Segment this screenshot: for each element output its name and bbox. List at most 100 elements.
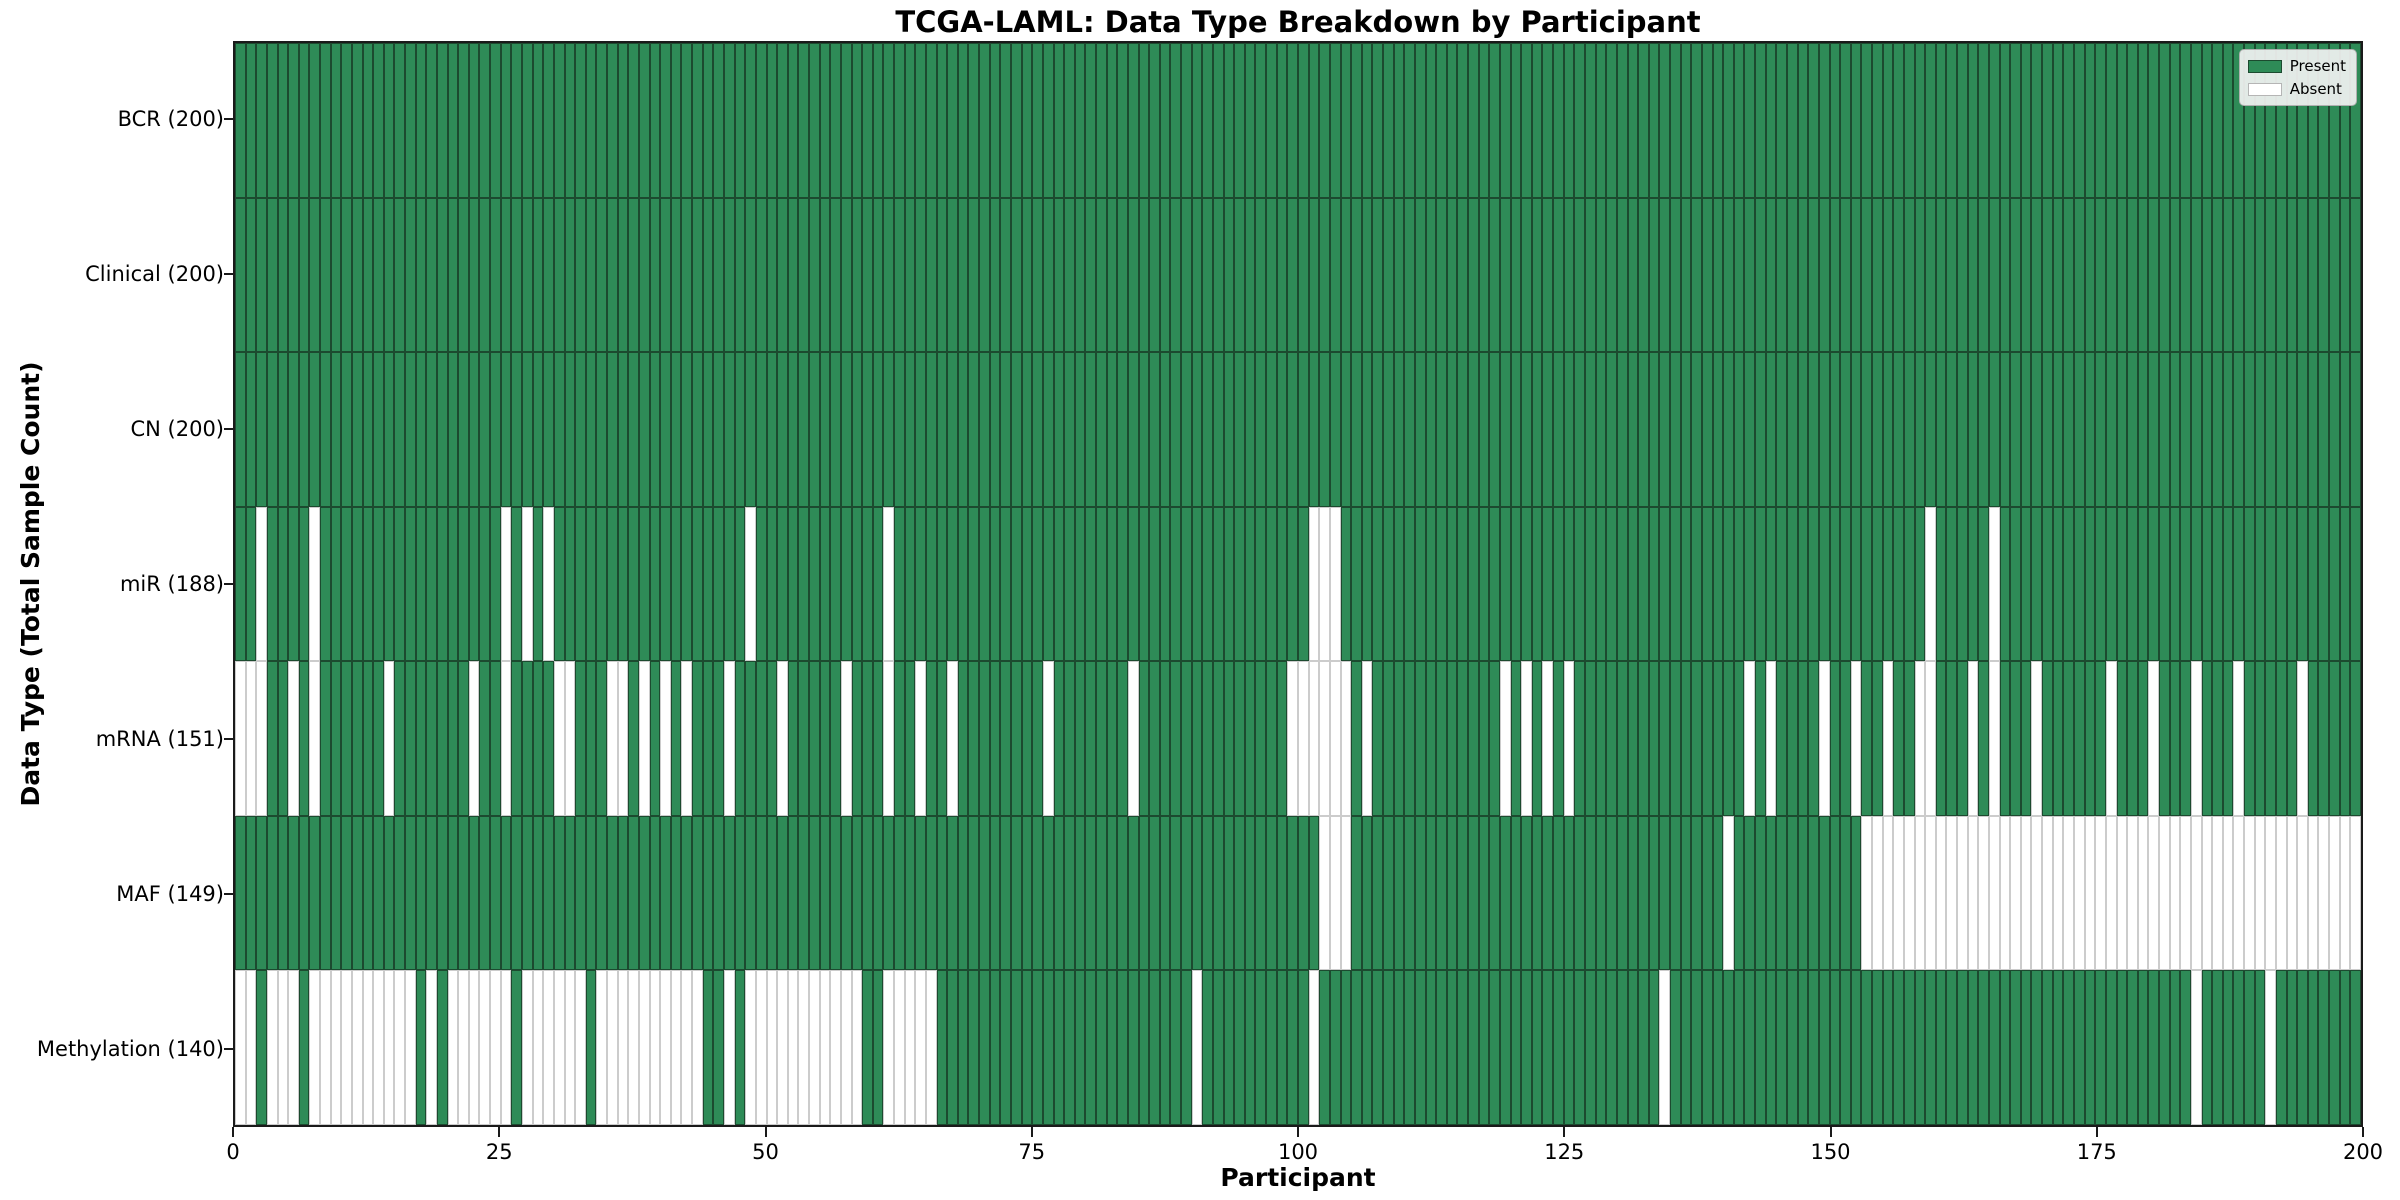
- heatmap-cell: [1106, 43, 1118, 198]
- heatmap-cell: [638, 815, 650, 971]
- heatmap-cell: [458, 970, 469, 1126]
- heatmap-cell: [989, 197, 1001, 353]
- heatmap-cell: [660, 197, 671, 353]
- heatmap-cell: [1234, 197, 1245, 353]
- heatmap-cell: [670, 815, 682, 971]
- heatmap-cell: [288, 352, 299, 507]
- heatmap-cell: [2095, 970, 2106, 1126]
- heatmap-cell: [2137, 352, 2149, 507]
- heatmap-cell: [904, 197, 916, 353]
- heatmap-cell: [628, 352, 639, 507]
- heatmap-cell: [436, 352, 448, 507]
- heatmap-cell: [723, 815, 735, 971]
- heatmap-cell: [649, 197, 661, 353]
- heatmap-cell: [2297, 506, 2308, 662]
- heatmap-cell: [1755, 43, 1766, 198]
- heatmap-cell: [1298, 43, 1309, 198]
- heatmap-cell: [1340, 506, 1352, 662]
- heatmap-cell: [288, 661, 299, 816]
- heatmap-cell: [1308, 815, 1320, 971]
- heatmap-cell: [957, 197, 969, 353]
- heatmap-cell: [351, 197, 363, 353]
- heatmap-cell: [1170, 352, 1182, 507]
- heatmap-cell: [1414, 43, 1426, 198]
- heatmap-cell: [2329, 661, 2340, 816]
- heatmap-cell: [660, 352, 671, 507]
- heatmap-cell: [1818, 197, 1830, 353]
- heatmap-cell: [1383, 43, 1394, 198]
- heatmap-cell: [309, 352, 321, 507]
- heatmap-cell: [1202, 352, 1213, 507]
- heatmap-cell: [426, 970, 437, 1126]
- heatmap-cell: [1457, 815, 1469, 971]
- heatmap-cell: [2031, 43, 2043, 198]
- heatmap-cell: [1861, 506, 1873, 662]
- heatmap-cell: [1212, 970, 1224, 1126]
- heatmap-cell: [883, 970, 895, 1126]
- heatmap-cell: [2265, 352, 2276, 507]
- heatmap-cell: [1287, 43, 1298, 198]
- heatmap-cell: [851, 661, 863, 816]
- heatmap-cell: [277, 970, 289, 1126]
- heatmap-cell: [2116, 43, 2128, 198]
- heatmap-cell: [490, 970, 501, 1126]
- heatmap-cell: [1999, 970, 2011, 1126]
- heatmap-cell: [1468, 197, 1479, 353]
- heatmap-cell: [1170, 815, 1182, 971]
- heatmap-cell: [1638, 661, 1649, 816]
- heatmap-cell: [2063, 43, 2074, 198]
- heatmap-cell: [1457, 43, 1469, 198]
- heatmap-cell: [458, 197, 469, 353]
- heatmap-cell: [702, 43, 714, 198]
- heatmap-cell: [681, 661, 693, 816]
- heatmap-cell: [1531, 661, 1543, 816]
- heatmap-cell: [883, 815, 895, 971]
- heatmap-row-cn: [235, 352, 2361, 507]
- heatmap-cell: [957, 352, 969, 507]
- heatmap-cell: [755, 43, 767, 198]
- heatmap-cell: [2063, 197, 2074, 353]
- heatmap-cell: [1223, 970, 1235, 1126]
- heatmap-cell: [872, 970, 884, 1126]
- heatmap-cell: [1499, 43, 1511, 198]
- heatmap-cell: [532, 815, 544, 971]
- heatmap-cell: [2010, 815, 2021, 971]
- heatmap-cell: [1999, 506, 2011, 662]
- heatmap-cell: [840, 506, 852, 662]
- heatmap-cell: [1616, 661, 1628, 816]
- heatmap-cell: [1223, 197, 1235, 353]
- heatmap-cell: [383, 506, 395, 662]
- heatmap-cell: [1329, 661, 1341, 816]
- heatmap-cell: [341, 970, 352, 1126]
- heatmap-cell: [1957, 197, 1968, 353]
- heatmap-cell: [830, 43, 841, 198]
- heatmap-cell: [426, 506, 437, 662]
- heatmap-cell: [766, 661, 778, 816]
- heatmap-cell: [1967, 43, 1979, 198]
- heatmap-cell: [1000, 197, 1011, 353]
- heatmap-cell: [1255, 970, 1267, 1126]
- heatmap-cell: [1563, 197, 1575, 353]
- heatmap-cell: [925, 352, 937, 507]
- heatmap-cell: [2052, 661, 2064, 816]
- heatmap-cell: [1308, 970, 1320, 1126]
- heatmap-cell: [1786, 352, 1798, 507]
- heatmap-cell: [564, 43, 576, 198]
- heatmap-cell: [1786, 506, 1798, 662]
- heatmap-cell: [1010, 352, 1022, 507]
- heatmap-cell: [1744, 43, 1756, 198]
- heatmap-cell: [1053, 43, 1065, 198]
- heatmap-cell: [670, 352, 682, 507]
- heatmap-cell: [649, 661, 661, 816]
- heatmap-cell: [1170, 661, 1182, 816]
- heatmap-cell: [1457, 506, 1469, 662]
- heatmap-cell: [585, 970, 597, 1126]
- heatmap-cell: [1212, 506, 1224, 662]
- heatmap-cell: [2190, 970, 2202, 1126]
- heatmap-cell: [607, 197, 618, 353]
- heatmap-cell: [2318, 506, 2330, 662]
- x-tick-label-50: 50: [752, 1140, 779, 1164]
- heatmap: [235, 43, 2361, 1126]
- heatmap-cell: [723, 970, 735, 1126]
- heatmap-cell: [277, 43, 289, 198]
